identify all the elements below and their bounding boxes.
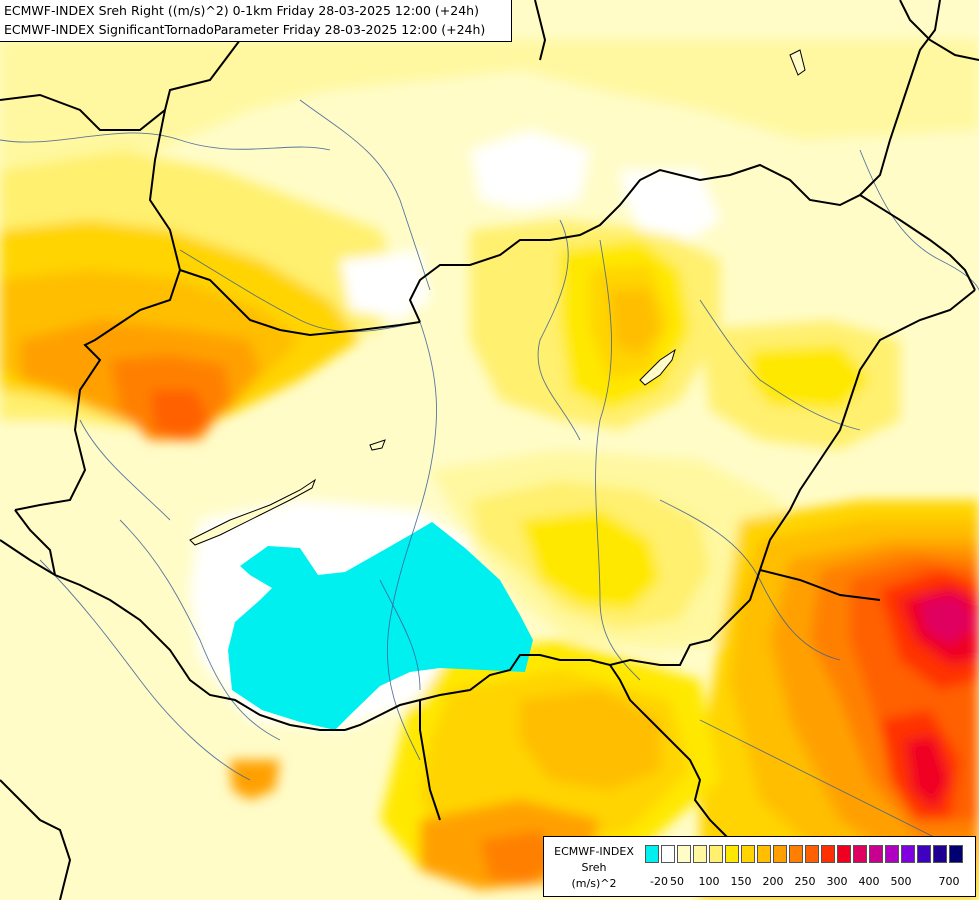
legend-tick-label: -20 (650, 875, 668, 888)
legend-swatch (693, 845, 707, 863)
legend-tick-label: 200 (762, 875, 784, 888)
legend-title-variable: Sreh (581, 861, 607, 874)
negative-sreh-area (228, 522, 533, 730)
legend-swatch (837, 845, 851, 863)
legend-swatch (709, 845, 723, 863)
legend-tick-label: 400 (858, 875, 880, 888)
legend-swatch (821, 845, 835, 863)
legend-swatch (917, 845, 931, 863)
legend-tick-label: 100 (698, 875, 720, 888)
legend-tick-label: 300 (826, 875, 848, 888)
legend-swatch (677, 845, 691, 863)
legend-tick-label: 150 (730, 875, 752, 888)
legend-swatch (661, 845, 675, 863)
color-legend: ECMWF-INDEX Sreh (m/s)^2 -20 50 100 150 200 2… (543, 836, 976, 897)
legend-swatch (885, 845, 899, 863)
legend-title-source: ECMWF-INDEX (554, 845, 634, 858)
legend-swatch (645, 845, 659, 863)
lakes (189, 49, 806, 546)
legend-swatch (933, 845, 947, 863)
legend-title-unit: (m/s)^2 (571, 877, 617, 890)
legend-swatch (805, 845, 819, 863)
shading-layer (0, 40, 979, 900)
legend-tick-label: 700 (938, 875, 960, 888)
legend-swatch (773, 845, 787, 863)
legend-tick-label: 500 (890, 875, 912, 888)
map-title-panel: ECMWF-INDEX Sreh Right ((m/s)^2) 0-1km F… (0, 0, 512, 42)
legend-swatch (789, 845, 803, 863)
legend-tick-label: 50 (670, 875, 684, 888)
title-line-sreh: ECMWF-INDEX Sreh Right ((m/s)^2) 0-1km F… (4, 3, 479, 18)
legend-swatch (741, 845, 755, 863)
legend-swatch (725, 845, 739, 863)
legend-swatch (949, 845, 963, 863)
legend-swatch (853, 845, 867, 863)
legend-swatch (901, 845, 915, 863)
legend-swatch (869, 845, 883, 863)
legend-swatch (757, 845, 771, 863)
title-line-stp: ECMWF-INDEX SignificantTornadoParameter … (4, 22, 486, 37)
legend-tick-label: 250 (794, 875, 816, 888)
